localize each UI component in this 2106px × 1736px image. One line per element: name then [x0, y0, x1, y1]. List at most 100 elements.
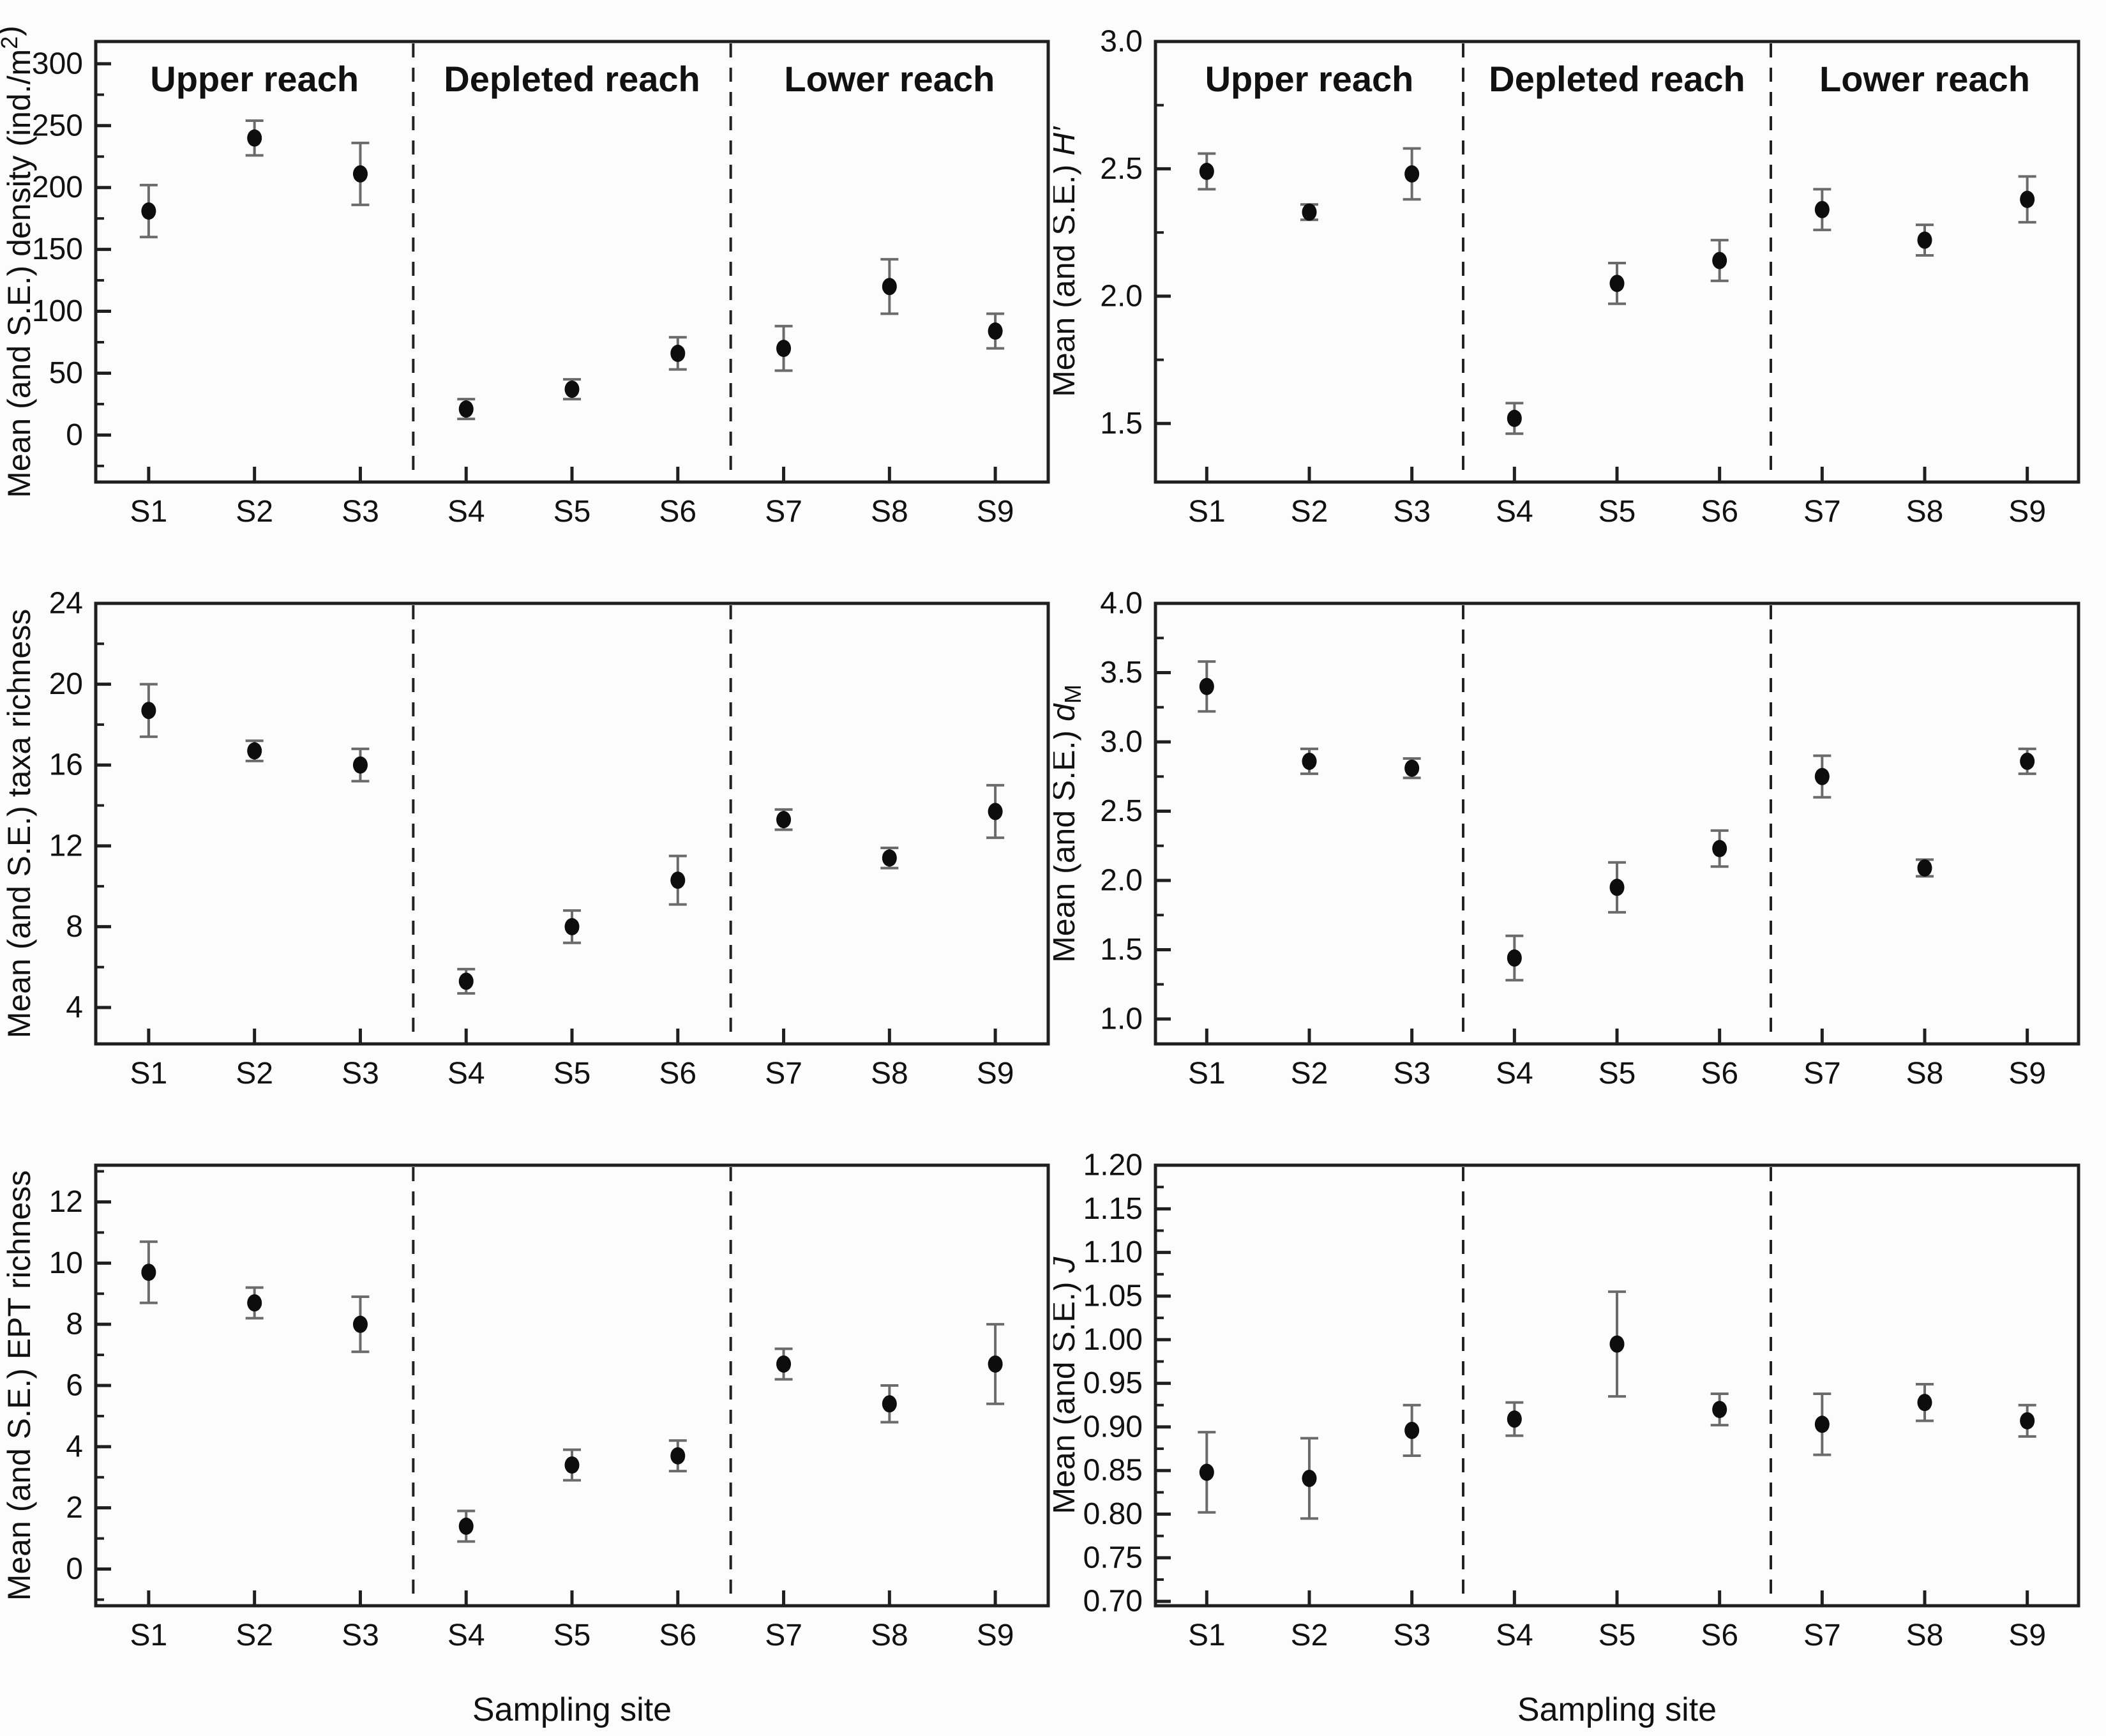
mean-marker — [247, 129, 262, 147]
reach-label: Upper reach — [150, 59, 359, 99]
mean-marker — [1404, 165, 1420, 183]
data-point — [1300, 203, 1318, 222]
mean-marker — [141, 702, 156, 720]
data-point — [774, 808, 793, 831]
series-mean-se — [1198, 147, 2036, 435]
data-point — [1505, 934, 1524, 982]
data-point — [1608, 861, 1626, 914]
x-axis-title: Sampling site — [1517, 1691, 1717, 1728]
data-point — [139, 683, 158, 738]
series-mean-se — [139, 683, 1005, 995]
x-tick-label: S7 — [1803, 495, 1841, 529]
x-axis-title: Sampling site — [472, 1691, 672, 1728]
reach-label: Lower reach — [1819, 59, 2030, 99]
y-tick-label: 4 — [66, 991, 83, 1025]
x-tick-label: S9 — [2008, 495, 2046, 529]
x-tick-label: S5 — [1598, 1057, 1636, 1091]
mean-marker — [1712, 252, 1727, 269]
mean-marker — [1404, 759, 1420, 777]
y-tick-label: 0 — [66, 418, 83, 452]
reach-separators — [1462, 1167, 1772, 1604]
x-axis: S1 S2 S3 S4 S5 S6 S7 S8 S9 — [1188, 467, 2046, 529]
mean-marker — [882, 849, 897, 867]
x-tick-label: S2 — [1291, 1057, 1328, 1091]
reach-label: Upper reach — [1205, 59, 1414, 99]
x-tick-label: S3 — [1393, 495, 1431, 529]
data-point — [880, 846, 899, 870]
panel-shannon-diversity: 1.5 2.0 2.5 3.0 Mean (and S.E.) H′ S1 S2 S3 S4 S5… — [1053, 0, 2106, 562]
x-tick-label: S1 — [130, 1057, 168, 1091]
mean-marker — [141, 202, 156, 220]
x-tick-label: S2 — [1291, 495, 1328, 529]
data-point — [457, 1509, 476, 1543]
data-point — [245, 1286, 264, 1320]
y-tick-label: 16 — [49, 748, 83, 782]
y-tick-label: 1.20 — [1083, 1149, 1143, 1182]
y-axis-title-text: Mean (and S.E.) dM — [1053, 684, 1086, 963]
mean-marker — [352, 1315, 368, 1333]
data-point — [1710, 829, 1729, 868]
y-axis: 0 50 100 150 200 250 300 — [32, 47, 111, 467]
reach-labels: Upper reach Depleted reach Lower reach — [150, 59, 995, 99]
mean-marker — [1814, 767, 1830, 785]
x-tick-label: S3 — [342, 495, 379, 529]
y-axis-title: Mean (and S.E.) EPT richness — [1, 1170, 37, 1601]
mean-marker — [1302, 203, 1317, 221]
data-point — [457, 398, 476, 421]
y-axis: 0.70 0.75 0.80 0.85 0.90 0.95 1.00 1.05 1.10 1.15… — [1083, 1149, 1171, 1619]
data-point — [1300, 747, 1318, 775]
x-tick-label: S1 — [1188, 1057, 1226, 1091]
mean-marker — [1507, 1410, 1522, 1428]
mean-marker — [458, 972, 474, 990]
data-point — [1608, 261, 1626, 305]
y-tick-label: 1.0 — [1100, 1002, 1143, 1036]
y-tick-label: 3.0 — [1100, 725, 1143, 759]
mean-marker — [1199, 162, 1214, 180]
mean-marker — [1507, 409, 1522, 427]
mean-marker — [1609, 275, 1625, 292]
y-tick-label: 2.0 — [1100, 279, 1143, 313]
y-tick-label: 1.5 — [1100, 407, 1143, 441]
y-tick-label: 250 — [32, 109, 83, 142]
reach-separators — [412, 605, 732, 1042]
x-tick-label: S6 — [1701, 1619, 1738, 1652]
reach-separators — [1462, 43, 1772, 480]
mean-marker — [458, 400, 474, 418]
x-tick-label: S8 — [1906, 1057, 1944, 1091]
x-tick-label: S7 — [1803, 1057, 1841, 1091]
data-point — [351, 1295, 370, 1354]
x-tick-label: S8 — [1906, 495, 1944, 529]
x-tick-label: S3 — [342, 1057, 379, 1091]
mean-marker — [1199, 1463, 1214, 1481]
x-tick-label: S5 — [553, 495, 591, 529]
mean-marker — [776, 340, 792, 358]
y-tick-label: 12 — [49, 829, 83, 863]
series-mean-se — [1198, 660, 2036, 982]
x-tick-label: S2 — [236, 1057, 273, 1091]
x-tick-label: S2 — [236, 495, 273, 529]
mean-marker — [882, 278, 897, 296]
mean-marker — [1199, 677, 1214, 695]
y-tick-label: 0.75 — [1083, 1541, 1143, 1574]
y-tick-label: 2.5 — [1100, 152, 1143, 186]
y-axis: 4 8 12 16 20 24 — [49, 587, 111, 1025]
reach-separators — [1462, 605, 1772, 1042]
x-tick-label: S4 — [448, 1057, 485, 1091]
x-tick-label: S9 — [2008, 1057, 2046, 1091]
x-tick-label: S9 — [977, 1057, 1014, 1091]
y-tick-label: 8 — [66, 910, 83, 944]
x-tick-label: S6 — [659, 1619, 696, 1652]
data-point — [880, 1384, 899, 1424]
y-tick-label: 200 — [32, 170, 83, 204]
y-tick-label: 150 — [32, 232, 83, 266]
mean-marker — [1609, 879, 1625, 896]
x-tick-label: S5 — [1598, 495, 1636, 529]
x-tick-label: S8 — [1906, 1619, 1944, 1652]
data-point — [1403, 1403, 1421, 1457]
y-axis-title-text: Mean (and S.E.) H′ — [1053, 126, 1081, 397]
x-tick-label: S2 — [1291, 1619, 1328, 1652]
data-point — [1916, 223, 1934, 257]
y-tick-label: 0.80 — [1083, 1497, 1143, 1531]
x-tick-label: S3 — [342, 1619, 379, 1652]
